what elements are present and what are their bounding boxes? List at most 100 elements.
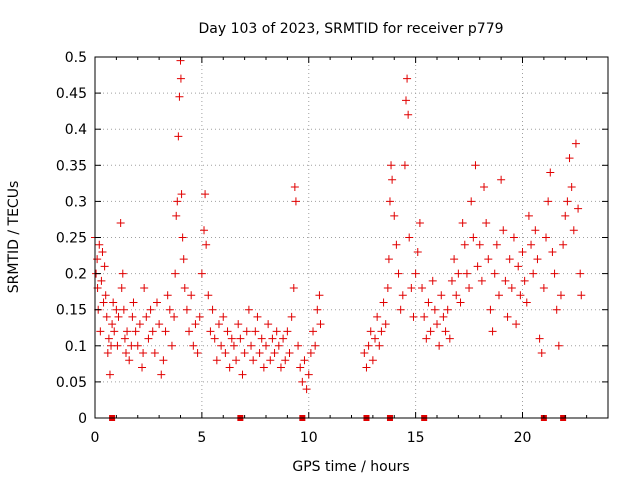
data-point (394, 269, 403, 278)
data-point (114, 312, 123, 321)
x-tick-label: 20 (514, 430, 532, 446)
data-point (503, 312, 512, 321)
data-point (97, 276, 106, 285)
data-point (206, 327, 215, 336)
data-point (529, 269, 538, 278)
data-point (371, 334, 380, 343)
data-point (170, 312, 179, 321)
data-point (554, 341, 563, 350)
data-point (214, 320, 223, 329)
data-point (178, 233, 187, 242)
data-point (113, 341, 122, 350)
data-point (225, 363, 234, 372)
data-point (135, 320, 144, 329)
data-point (415, 219, 424, 228)
data-point (294, 341, 303, 350)
data-point (152, 298, 161, 307)
data-point (300, 356, 309, 365)
data-point (155, 320, 164, 329)
data-point (514, 262, 523, 271)
data-point (210, 334, 219, 343)
data-point (212, 356, 221, 365)
data-point (283, 327, 292, 336)
data-point (565, 154, 574, 163)
data-point (439, 312, 448, 321)
data-point (189, 341, 198, 350)
y-tick-label: 0.2 (65, 267, 87, 283)
data-point (552, 305, 561, 314)
data-point (473, 262, 482, 271)
data-point (465, 284, 474, 293)
data-point (204, 291, 213, 300)
data-point (139, 349, 148, 358)
data-point (118, 269, 127, 278)
data-point (255, 349, 264, 358)
x-tick-label: 15 (407, 430, 425, 446)
data-point (274, 341, 283, 350)
data-point (108, 320, 117, 329)
data-point (287, 312, 296, 321)
data-point (316, 320, 325, 329)
data-point (486, 305, 495, 314)
data-point (227, 334, 236, 343)
data-point (93, 255, 102, 264)
data-point (539, 284, 548, 293)
data-point (377, 327, 386, 336)
data-point (99, 298, 108, 307)
data-point (98, 247, 107, 256)
data-point (165, 305, 174, 314)
axis-ticks (94, 56, 608, 419)
data-point (577, 291, 586, 300)
data-point (430, 305, 439, 314)
data-point (531, 226, 540, 235)
data-point (561, 211, 570, 220)
data-point (569, 226, 578, 235)
data-point (128, 312, 137, 321)
data-point (366, 327, 375, 336)
data-point (494, 291, 503, 300)
data-point (402, 96, 411, 105)
data-point (548, 247, 557, 256)
data-point (223, 327, 232, 336)
data-point (270, 349, 279, 358)
data-point (171, 269, 180, 278)
data-point (542, 233, 551, 242)
data-point (159, 356, 168, 365)
data-point (375, 341, 384, 350)
data-point (195, 312, 204, 321)
data-point (537, 349, 546, 358)
data-point (257, 334, 266, 343)
data-point (96, 327, 105, 336)
data-point (480, 182, 489, 191)
data-point (559, 240, 568, 249)
data-point (435, 341, 444, 350)
data-point (276, 363, 285, 372)
data-point (221, 349, 230, 358)
data-point (253, 312, 262, 321)
data-point (187, 291, 196, 300)
data-point (544, 197, 553, 206)
data-point (398, 291, 407, 300)
data-point (279, 334, 288, 343)
data-point (490, 269, 499, 278)
x-axis-label: GPS time / hours (292, 459, 409, 475)
data-point (563, 197, 572, 206)
data-point (475, 240, 484, 249)
data-point (576, 269, 585, 278)
data-point (110, 327, 119, 336)
data-point (488, 327, 497, 336)
data-point (497, 175, 506, 184)
data-point (125, 356, 134, 365)
data-point (471, 161, 480, 170)
data-point (142, 312, 151, 321)
data-point (182, 305, 191, 314)
x-tick-labels: 0 5 10 15 20 (91, 430, 532, 446)
data-point (157, 370, 166, 379)
y-tick-label: 0.05 (56, 375, 87, 391)
data-point (175, 92, 184, 101)
data-point (458, 219, 467, 228)
data-point (120, 334, 129, 343)
data-point (409, 312, 418, 321)
data-point (100, 262, 109, 271)
